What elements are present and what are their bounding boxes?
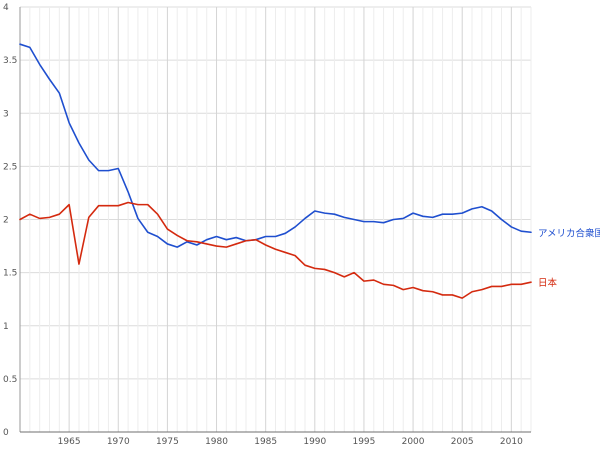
y-tick-label: 0: [3, 428, 9, 438]
y-tick-label: 0.5: [3, 375, 17, 385]
x-tick-label: 2010: [500, 437, 523, 447]
x-tick-label: 1965: [58, 437, 81, 447]
series-label-1: 日本: [538, 277, 558, 289]
y-tick-label: 3.5: [3, 56, 17, 66]
x-tick-label: 1975: [156, 437, 179, 447]
x-tick-label: 1995: [352, 437, 375, 447]
series-label-0: アメリカ合衆国: [538, 227, 600, 239]
y-tick-label: 2.5: [3, 162, 17, 172]
x-tick-label: 1985: [254, 437, 277, 447]
y-tick-label: 3: [3, 109, 9, 119]
y-tick-label: 4: [3, 3, 9, 13]
y-axis-tick-labels: 0 0.5 1 1.5 2 2.5 3 3.5 4: [3, 3, 17, 438]
series-line-0: [19, 43, 532, 248]
series-lines: [19, 43, 532, 299]
grid-lines: [19, 6, 532, 432]
x-tick-label: 1980: [205, 437, 228, 447]
x-tick-label: 2000: [402, 437, 425, 447]
y-tick-label: 1: [3, 322, 9, 332]
y-tick-label: 1.5: [3, 269, 17, 279]
x-axis-tick-labels: 1965 1970 1975 1980 1985 1990 1995 2000 2005 2010: [58, 437, 523, 447]
x-tick-label: 1990: [303, 437, 326, 447]
y-tick-label: 2: [3, 216, 9, 226]
x-tick-label: 2005: [451, 437, 474, 447]
series-line-1: [19, 201, 532, 299]
x-tick-label: 1970: [107, 437, 130, 447]
